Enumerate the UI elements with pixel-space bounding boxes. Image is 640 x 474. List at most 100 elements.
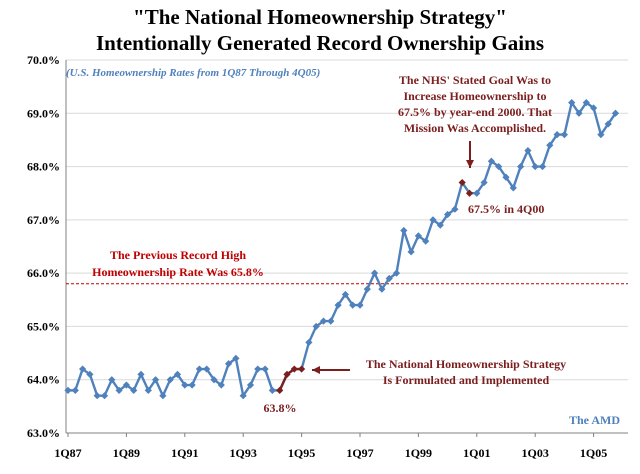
data-point bbox=[122, 381, 130, 389]
x-tick-label: 1Q91 bbox=[171, 446, 198, 460]
y-tick-label: 70.0% bbox=[27, 53, 60, 67]
data-point bbox=[173, 370, 182, 378]
data-point bbox=[305, 338, 313, 347]
data-point bbox=[371, 269, 379, 277]
data-point bbox=[531, 162, 539, 171]
data-point bbox=[71, 386, 79, 394]
y-tick-label: 63.0% bbox=[27, 426, 60, 440]
data-point bbox=[152, 376, 160, 384]
y-tick-label: 69.0% bbox=[27, 106, 60, 120]
data-point bbox=[283, 370, 291, 378]
annotation-nhs-goal-line-4: Mission Was Accomplished. bbox=[404, 121, 546, 135]
chart-title-line-2: Intentionally Generated Record Ownership… bbox=[96, 31, 544, 55]
chart-title-line-1: "The National Homeownership Strategy" bbox=[133, 5, 507, 29]
data-point bbox=[144, 386, 152, 394]
data-point bbox=[166, 376, 174, 384]
x-tick-label: 1Q01 bbox=[463, 446, 490, 460]
data-point bbox=[568, 99, 576, 107]
data-point bbox=[385, 274, 393, 283]
data-point bbox=[597, 131, 605, 139]
annotation-4q00-label: 67.5% in 4Q00 bbox=[468, 202, 544, 216]
data-point bbox=[429, 216, 437, 224]
data-point bbox=[261, 365, 269, 373]
axes: 63.0% 64.0% 65.0% 66.0% 67.0% 68.0% 69.0% 70.0%… bbox=[27, 53, 628, 460]
x-tick-label: 1Q95 bbox=[288, 446, 315, 460]
y-tick-label: 66.0% bbox=[27, 266, 60, 280]
data-point bbox=[473, 189, 481, 197]
annotation-previous-record-line-1: The Previous Record High bbox=[110, 248, 246, 262]
data-point bbox=[363, 285, 371, 293]
data-point bbox=[349, 301, 357, 309]
data-point bbox=[604, 120, 612, 128]
y-tick-label: 68.0% bbox=[27, 160, 60, 174]
data-point bbox=[582, 99, 590, 107]
data-point bbox=[108, 376, 116, 384]
data-point bbox=[356, 301, 364, 309]
data-point bbox=[246, 381, 255, 389]
data-point bbox=[422, 237, 430, 245]
data-point bbox=[400, 226, 408, 235]
data-point bbox=[319, 317, 328, 325]
data-point bbox=[159, 392, 167, 400]
data-point bbox=[502, 173, 510, 181]
x-tick-label: 1Q03 bbox=[522, 446, 549, 460]
data-point bbox=[225, 360, 233, 368]
x-tick-label: 1Q93 bbox=[230, 446, 257, 460]
x-tick-label: 1Q99 bbox=[405, 446, 432, 460]
annotation-nhs-formulated-line-1: The National Homeownership Strategy bbox=[366, 357, 566, 371]
data-point bbox=[451, 205, 459, 213]
data-point bbox=[560, 131, 568, 139]
y-tick-label: 65.0% bbox=[27, 319, 60, 333]
gridlines bbox=[66, 59, 628, 434]
data-point bbox=[495, 162, 503, 171]
data-point bbox=[487, 157, 495, 165]
data-point bbox=[611, 109, 620, 117]
chart-credit: The AMD bbox=[569, 413, 620, 427]
data-point bbox=[86, 370, 94, 378]
data-point bbox=[64, 386, 72, 394]
nhs-goal-arrow bbox=[466, 141, 474, 168]
data-point bbox=[517, 162, 525, 171]
x-tick-label: 1Q05 bbox=[580, 446, 607, 460]
annotation-nhs-formulated-line-2: Is Formulated and Implemented bbox=[383, 373, 550, 387]
data-point bbox=[436, 221, 444, 229]
data-point bbox=[465, 189, 474, 197]
data-point bbox=[268, 386, 276, 394]
data-point bbox=[210, 376, 218, 384]
data-point bbox=[79, 365, 87, 373]
data-point bbox=[392, 269, 401, 277]
nhs-highlight-segment bbox=[278, 367, 302, 391]
data-point bbox=[290, 365, 298, 373]
data-point bbox=[458, 178, 466, 187]
data-point bbox=[553, 131, 561, 139]
data-point bbox=[407, 248, 415, 256]
data-point bbox=[195, 365, 203, 373]
data-point bbox=[254, 365, 262, 373]
homeownership-series-line bbox=[68, 101, 617, 397]
data-point bbox=[298, 365, 306, 373]
annotation-low-label: 63.8% bbox=[264, 401, 297, 415]
nhs-formulated-arrow bbox=[312, 366, 350, 374]
data-point bbox=[327, 317, 335, 325]
data-point bbox=[276, 386, 284, 394]
data-point bbox=[239, 392, 247, 400]
x-tick-label: 1Q97 bbox=[346, 446, 373, 460]
data-point bbox=[480, 178, 488, 187]
annotation-previous-record-line-2: Homeownership Rate Was 65.8% bbox=[92, 265, 264, 279]
data-point bbox=[546, 141, 554, 149]
x-tick-label: 1Q89 bbox=[113, 446, 140, 460]
data-point bbox=[334, 301, 342, 309]
data-point bbox=[414, 232, 422, 240]
data-point bbox=[130, 386, 138, 394]
data-point bbox=[93, 392, 101, 400]
data-point bbox=[217, 381, 225, 389]
data-point bbox=[378, 285, 386, 293]
annotation-nhs-goal-line-2: Increase Homeownership to bbox=[403, 89, 546, 103]
data-point bbox=[509, 184, 517, 192]
data-point bbox=[100, 392, 109, 400]
annotation-nhs-goal-line-1: The NHS' Stated Goal Was to bbox=[399, 73, 551, 87]
data-point bbox=[590, 104, 598, 112]
y-tick-label: 64.0% bbox=[27, 373, 60, 387]
